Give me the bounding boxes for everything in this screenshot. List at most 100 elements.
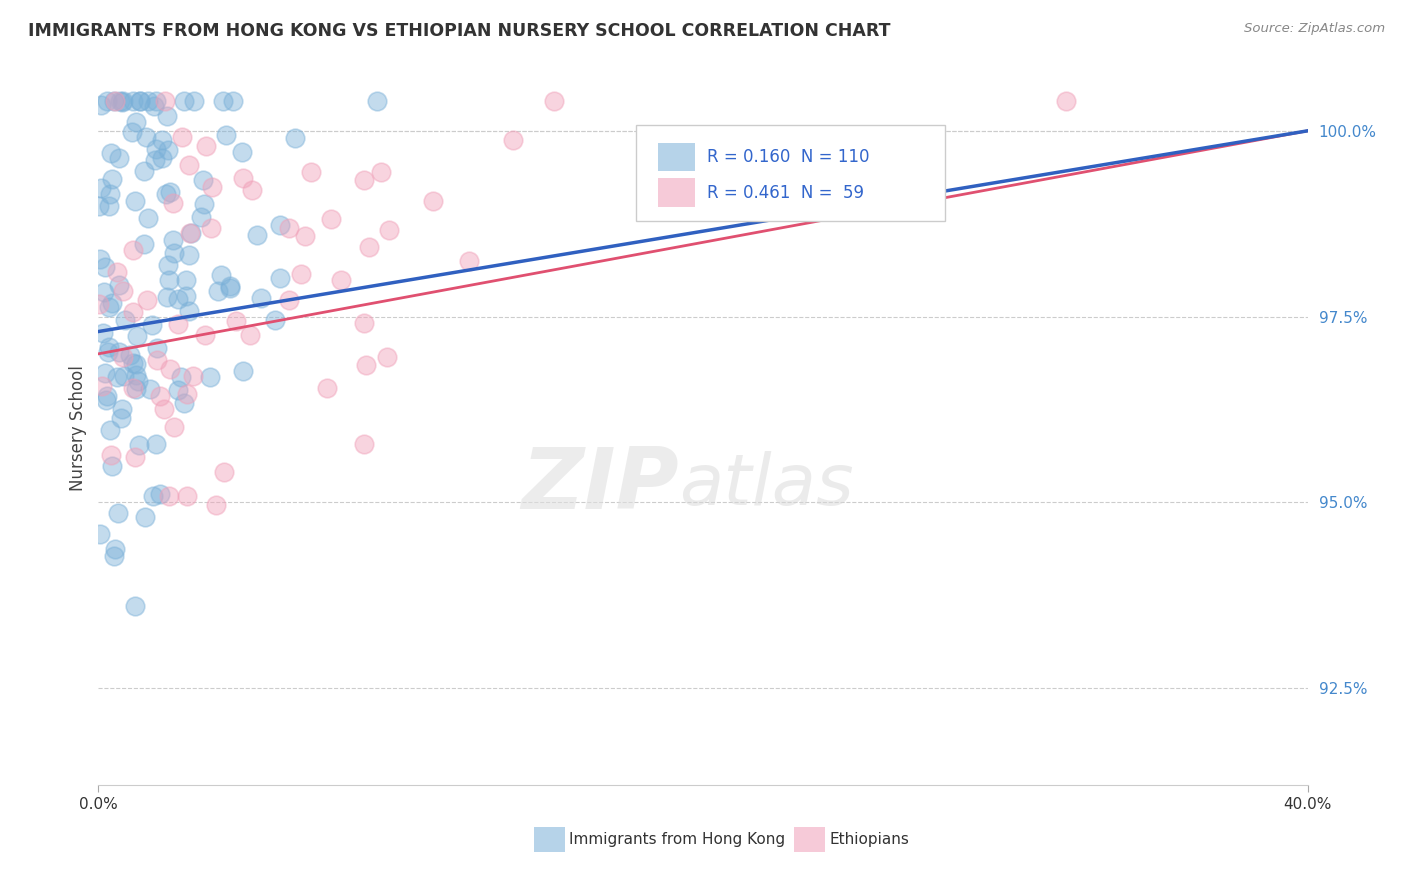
Point [111, 95, 134, 110]
Point [93, 285, 115, 300]
Point [101, 458, 124, 473]
Point [108, 151, 131, 165]
Point [162, 246, 184, 260]
Point [174, 289, 197, 303]
Point [124, 382, 146, 396]
Point [200, 221, 222, 235]
Point [118, 348, 141, 362]
Point [108, 345, 131, 359]
Point [269, 218, 291, 232]
Point [240, 183, 263, 197]
Point [232, 364, 254, 378]
Point [125, 368, 148, 382]
Point [93, 366, 115, 380]
Point [143, 153, 166, 168]
Point [142, 489, 165, 503]
Point [250, 291, 273, 305]
Point [114, 313, 136, 327]
Point [90, 378, 112, 392]
Point [141, 318, 163, 333]
Point [136, 94, 159, 108]
Point [458, 254, 481, 268]
Point [157, 489, 180, 503]
Point [149, 389, 172, 403]
Point [124, 599, 146, 613]
Point [177, 248, 200, 262]
Point [354, 358, 377, 372]
Point [150, 133, 173, 147]
Point [125, 328, 148, 343]
Point [104, 94, 127, 108]
Point [98, 423, 121, 437]
Point [121, 125, 143, 139]
Point [232, 170, 254, 185]
Point [138, 383, 160, 397]
Point [221, 94, 243, 108]
Point [136, 211, 159, 225]
Y-axis label: Nursery School: Nursery School [69, 365, 87, 491]
Point [219, 278, 242, 293]
Point [375, 350, 398, 364]
Point [98, 199, 121, 213]
Point [1054, 94, 1077, 108]
Point [121, 94, 143, 108]
Point [378, 222, 401, 236]
Point [149, 487, 172, 501]
Text: ZIP: ZIP [522, 443, 679, 527]
Point [156, 144, 179, 158]
Point [125, 357, 148, 371]
FancyBboxPatch shape [658, 178, 695, 207]
Point [112, 94, 135, 108]
Point [190, 210, 212, 224]
Point [103, 94, 125, 108]
Point [162, 233, 184, 247]
Point [634, 140, 657, 154]
Point [101, 296, 124, 310]
Point [136, 293, 159, 308]
Point [150, 151, 173, 165]
Point [153, 94, 176, 108]
Point [162, 196, 184, 211]
Point [207, 284, 229, 298]
Point [239, 327, 262, 342]
Point [167, 317, 190, 331]
Point [107, 506, 129, 520]
Point [225, 313, 247, 327]
Point [180, 227, 202, 241]
Point [422, 194, 444, 209]
Point [231, 145, 253, 160]
Point [370, 164, 392, 178]
Point [173, 396, 195, 410]
Point [294, 228, 316, 243]
Point [183, 94, 205, 108]
Point [87, 199, 110, 213]
Point [128, 94, 150, 108]
Point [316, 381, 339, 395]
Point [299, 164, 322, 178]
Point [194, 139, 217, 153]
Point [101, 172, 124, 186]
Point [209, 268, 232, 283]
Point [89, 252, 111, 267]
Point [98, 300, 121, 314]
Point [167, 383, 190, 397]
Point [219, 281, 242, 295]
Point [156, 109, 179, 123]
Point [366, 94, 388, 108]
Point [177, 158, 200, 172]
Point [215, 128, 238, 142]
Point [155, 290, 177, 304]
FancyBboxPatch shape [658, 143, 695, 171]
Point [105, 265, 128, 279]
Point [278, 293, 301, 308]
Point [181, 369, 204, 384]
Point [96, 389, 118, 403]
Point [212, 465, 235, 479]
Point [278, 220, 301, 235]
Text: Immigrants from Hong Kong: Immigrants from Hong Kong [569, 832, 786, 847]
Point [100, 448, 122, 462]
Point [145, 142, 167, 156]
Point [112, 369, 135, 384]
Point [97, 340, 120, 354]
Text: Ethiopians: Ethiopians [830, 832, 910, 847]
